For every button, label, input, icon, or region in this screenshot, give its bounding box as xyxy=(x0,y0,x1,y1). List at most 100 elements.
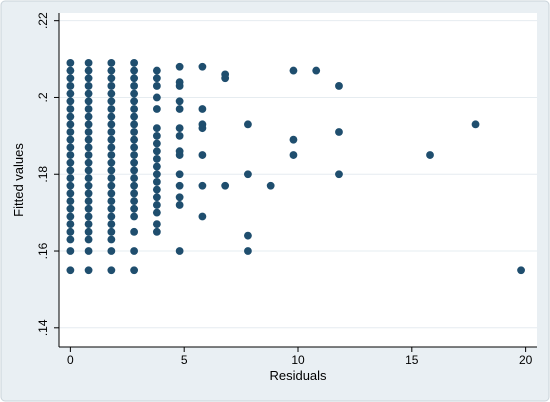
data-point xyxy=(130,181,139,190)
data-point xyxy=(152,170,161,179)
data-point xyxy=(198,124,207,133)
data-point xyxy=(152,124,161,133)
data-point xyxy=(175,201,184,209)
data-point xyxy=(66,166,75,175)
data-point xyxy=(66,135,75,144)
data-point xyxy=(175,170,184,179)
x-tick-label: 5 xyxy=(181,353,188,367)
data-point xyxy=(152,201,161,209)
data-point xyxy=(130,174,139,182)
data-point xyxy=(107,247,116,255)
data-point xyxy=(130,158,139,167)
data-point xyxy=(84,82,93,90)
data-point xyxy=(66,112,75,121)
data-point xyxy=(130,227,139,236)
data-point xyxy=(84,105,93,113)
data-point xyxy=(198,62,207,71)
data-point xyxy=(107,82,116,90)
x-tick-label: 20 xyxy=(519,353,533,367)
data-point xyxy=(130,112,139,121)
data-point xyxy=(66,227,75,236)
data-point xyxy=(130,66,139,75)
data-point xyxy=(152,185,161,194)
data-point xyxy=(107,66,116,75)
data-point xyxy=(107,212,116,221)
data-point xyxy=(84,235,93,244)
data-point xyxy=(84,66,93,75)
data-point xyxy=(426,151,434,159)
data-point xyxy=(84,158,93,167)
data-point xyxy=(66,82,75,90)
data-point xyxy=(175,151,184,159)
data-point xyxy=(66,247,75,255)
data-point xyxy=(175,247,184,255)
data-point xyxy=(66,120,75,129)
data-point xyxy=(107,143,116,152)
data-point xyxy=(152,147,161,156)
data-point xyxy=(175,124,184,133)
data-point xyxy=(107,220,116,229)
data-point xyxy=(335,82,343,90)
data-point xyxy=(84,247,93,255)
data-point xyxy=(152,178,161,186)
data-point xyxy=(66,151,75,159)
data-point xyxy=(152,131,161,140)
data-point xyxy=(66,189,75,198)
y-tick-label: .22 xyxy=(36,12,50,29)
data-point xyxy=(84,135,93,144)
data-point xyxy=(107,74,116,83)
data-point xyxy=(66,128,75,136)
y-tick-label: .18 xyxy=(36,166,50,183)
data-point xyxy=(84,143,93,152)
data-point xyxy=(84,151,93,159)
x-tick-label: 0 xyxy=(67,353,74,367)
data-point xyxy=(107,89,116,98)
data-point xyxy=(130,128,139,136)
data-point xyxy=(66,220,75,229)
data-point xyxy=(66,197,75,206)
data-point xyxy=(107,235,116,244)
data-point xyxy=(130,212,139,221)
x-axis-label: Residuals xyxy=(269,368,327,383)
data-point xyxy=(152,66,161,75)
data-point xyxy=(84,174,93,182)
data-point xyxy=(198,151,207,159)
data-point xyxy=(335,170,343,179)
data-point xyxy=(66,89,75,98)
data-point xyxy=(130,197,139,206)
x-tick-label: 15 xyxy=(405,353,419,367)
data-point xyxy=(66,158,75,167)
data-point xyxy=(152,93,161,102)
data-point xyxy=(66,97,75,106)
data-point xyxy=(84,112,93,121)
data-point xyxy=(107,97,116,106)
data-point xyxy=(84,212,93,221)
data-point xyxy=(312,66,321,75)
data-point xyxy=(130,143,139,152)
data-point xyxy=(266,181,275,190)
data-point xyxy=(175,193,184,202)
data-point xyxy=(84,181,93,190)
data-point xyxy=(130,166,139,175)
data-point xyxy=(152,208,161,217)
data-point xyxy=(152,162,161,171)
data-point xyxy=(130,59,139,67)
data-point xyxy=(152,82,161,90)
data-point xyxy=(289,151,298,159)
data-point xyxy=(84,89,93,98)
data-point xyxy=(130,189,139,198)
data-point xyxy=(107,158,116,167)
data-point xyxy=(130,105,139,113)
data-point xyxy=(66,212,75,221)
data-point xyxy=(152,74,161,83)
data-point xyxy=(130,204,139,213)
data-point xyxy=(335,128,343,136)
data-point xyxy=(84,220,93,229)
data-point xyxy=(84,120,93,129)
data-point xyxy=(130,120,139,129)
data-point xyxy=(130,266,139,275)
data-point xyxy=(175,181,184,190)
data-point xyxy=(66,143,75,152)
data-point xyxy=(107,266,116,275)
